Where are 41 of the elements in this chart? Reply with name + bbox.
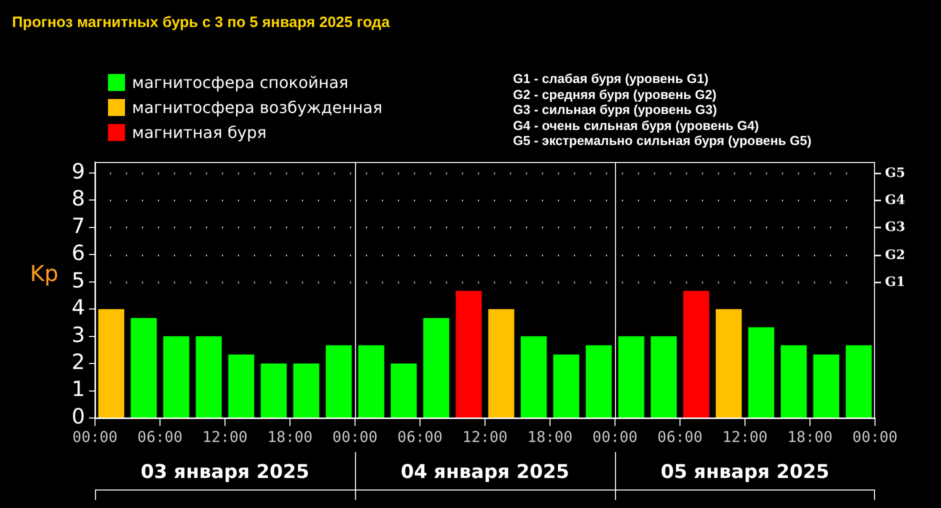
ref-line-label: G4 [885, 192, 906, 208]
x-tick-label: 06:00 [137, 428, 183, 446]
chart-title: Прогноз магнитных бурь с 3 по 5 января 2025 года [12, 14, 390, 31]
ref-line-label: G1 [885, 274, 906, 290]
y-tick-label: 4 [72, 296, 85, 320]
x-tick-label: 12:00 [722, 428, 768, 446]
text: 05 января 2025 [660, 460, 830, 483]
text: G2 - средняя буря (уровень G2) [513, 86, 718, 102]
y-tick-label: 9 [72, 159, 85, 184]
x-tick-label: 18:00 [267, 428, 313, 446]
text: 04 января 2025 [400, 460, 570, 483]
x-tick-label: 06:00 [657, 428, 703, 446]
x-tick-label: 12:00 [462, 428, 508, 446]
x-tick-label: 18:00 [527, 428, 573, 446]
text: G3 - сильная буря (уровень G3) [513, 102, 718, 118]
y-axis-title: Kp [30, 262, 58, 287]
x-tick-label: 12:00 [202, 428, 248, 446]
ref-line-label: G5 [885, 166, 906, 181]
y-tick-label: 5 [72, 268, 85, 292]
text: 03 января 2025 [140, 460, 310, 483]
text: G4 - очень сильная буря (уровень G4) [513, 118, 760, 133]
y-tick-label: 7 [72, 214, 85, 238]
y-tick-label: 2 [72, 350, 85, 374]
x-tick-label: 00:00 [332, 428, 378, 446]
legend-label: магнитная буря [132, 123, 267, 142]
x-tick-label: 00:00 [852, 428, 898, 446]
legend-label: магнитосфера возбужденная [132, 98, 382, 117]
x-tick-label: 00:00 [72, 428, 118, 446]
y-tick-label: 1 [72, 377, 85, 402]
y-tick-label: 3 [72, 322, 85, 347]
legend-label: магнитосфера спокойная [132, 73, 348, 92]
x-tick-label: 06:00 [397, 428, 443, 446]
ref-line-label: G2 [885, 248, 906, 263]
y-tick-label: 8 [72, 186, 85, 211]
y-tick-label: 0 [72, 404, 85, 428]
x-tick-label: 00:00 [592, 428, 638, 446]
y-tick-label: 6 [72, 241, 85, 266]
text: G1 - слабая буря (уровень G1) [513, 71, 710, 86]
ref-line-label: G3 [885, 220, 906, 235]
x-tick-label: 18:00 [787, 428, 833, 446]
text: G5 - экстремально сильная буря (уровень G5) [513, 133, 812, 148]
